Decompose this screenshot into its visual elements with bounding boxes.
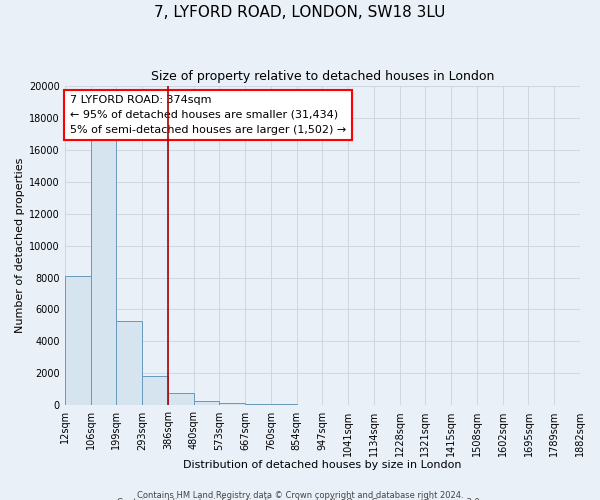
Bar xyxy=(116,320,142,406)
Y-axis label: Number of detached properties: Number of detached properties xyxy=(15,158,25,333)
Bar xyxy=(194,401,220,406)
Title: Size of property relative to detached houses in London: Size of property relative to detached ho… xyxy=(151,70,494,83)
Bar xyxy=(142,376,168,406)
Text: Contains public sector information licensed under the Open Government Licence v3: Contains public sector information licen… xyxy=(118,498,482,500)
Bar xyxy=(271,404,296,406)
Text: 7, LYFORD ROAD, LONDON, SW18 3LU: 7, LYFORD ROAD, LONDON, SW18 3LU xyxy=(154,5,446,20)
Bar xyxy=(65,276,91,406)
Bar xyxy=(168,394,194,406)
Text: Contains HM Land Registry data © Crown copyright and database right 2024.: Contains HM Land Registry data © Crown c… xyxy=(137,490,463,500)
Bar xyxy=(91,140,116,406)
Bar xyxy=(220,403,245,406)
Text: 7 LYFORD ROAD: 374sqm
← 95% of detached houses are smaller (31,434)
5% of semi-d: 7 LYFORD ROAD: 374sqm ← 95% of detached … xyxy=(70,95,346,135)
X-axis label: Distribution of detached houses by size in London: Distribution of detached houses by size … xyxy=(183,460,461,470)
Bar xyxy=(245,404,271,406)
